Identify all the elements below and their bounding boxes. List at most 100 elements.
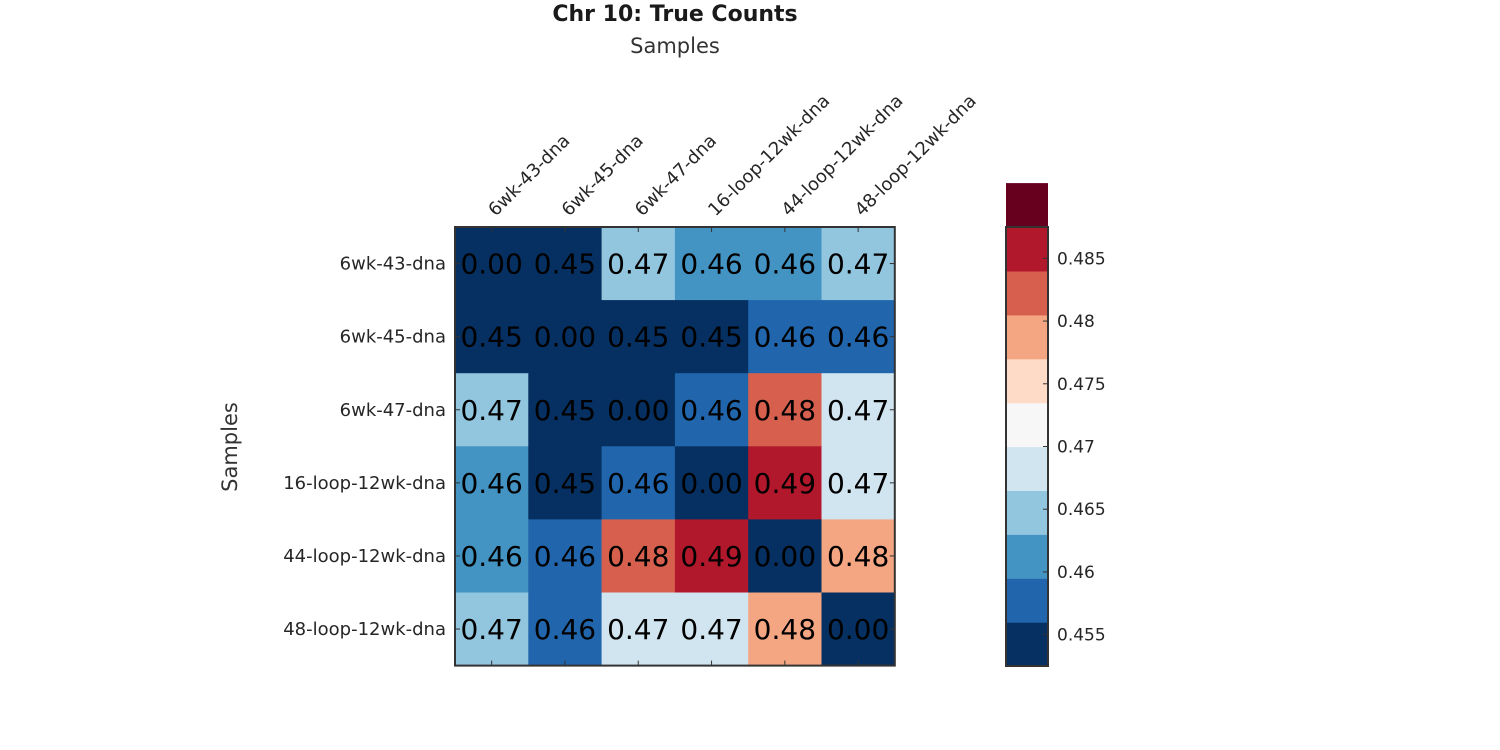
y-tick-label: 44-loop-12wk-dna — [283, 546, 446, 567]
colorbar-segment — [1006, 227, 1048, 272]
colorbar-tick-label: 0.465 — [1057, 500, 1106, 520]
cell-value-label: 0.48 — [754, 613, 816, 646]
heatmap-cell — [601, 592, 676, 667]
x-tick-labels: 6wk-43-dna6wk-45-dna6wk-47-dna16-loop-12… — [484, 91, 980, 221]
y-tick-label: 6wk-47-dna — [340, 400, 446, 421]
cell-value-label: 0.46 — [460, 540, 522, 573]
heatmap-frame — [454, 226, 896, 667]
heatmap-cells: 0.00 0.45 0.47 0.46 0.46 0.47 0.45 0.00 0.45 0.45… — [454, 226, 896, 667]
heatmap-cell — [455, 446, 529, 520]
heatmap-cell — [674, 227, 749, 301]
cell-value-label: 0.00 — [754, 540, 816, 573]
chart-title: Chr 10: True Counts — [552, 2, 797, 27]
cell-value-label: 0.46 — [754, 321, 816, 354]
heatmap-cell — [674, 592, 749, 667]
heatmap-cell — [601, 227, 676, 301]
heatmap-cell — [528, 446, 603, 520]
y-tick-label: 6wk-43-dna — [340, 254, 446, 275]
heatmap-cell — [601, 373, 676, 447]
cell-value-label: 0.47 — [827, 394, 889, 427]
heatmap-cell — [821, 446, 896, 520]
cell-value-label: 0.45 — [534, 394, 596, 427]
x-axis-label: Samples — [630, 34, 720, 58]
heatmap-cell — [674, 373, 749, 447]
heatmap-cell — [528, 519, 603, 594]
cell-value-label: 0.48 — [827, 540, 889, 573]
colorbar-segment — [1006, 446, 1048, 491]
x-tick-label: 16-loop-12wk-dna — [704, 91, 834, 221]
cell-value-label: 0.46 — [607, 467, 669, 500]
cell-value-label: 0.47 — [827, 248, 889, 281]
cell-value-label: 0.47 — [607, 613, 669, 646]
heatmap-cell — [528, 300, 603, 374]
colorbar-tick-label: 0.455 — [1057, 626, 1106, 646]
heatmap-cell — [528, 373, 603, 447]
y-tick-label: 48-loop-12wk-dna — [283, 619, 446, 640]
colorbar-tick-label: 0.48 — [1057, 312, 1095, 332]
heatmap-cell — [748, 300, 823, 374]
colorbar-tick-label: 0.485 — [1057, 249, 1106, 269]
colorbar: 0.455 0.46 0.465 0.47 0.475 0.48 0.485 — [1005, 183, 1106, 667]
cell-value-label: 0.48 — [754, 394, 816, 427]
colorbar-segment — [1006, 183, 1048, 228]
cell-value-label: 0.46 — [460, 467, 522, 500]
cell-value-label: 0.00 — [827, 613, 889, 646]
heatmap-cell — [821, 300, 896, 374]
heatmap-cell — [455, 300, 529, 374]
heatmap-cell — [601, 519, 676, 594]
heatmap-cell — [748, 519, 823, 594]
cell-value-label: 0.45 — [534, 248, 596, 281]
colorbar-segment — [1006, 314, 1048, 360]
cell-value-label: 0.00 — [680, 467, 742, 500]
cell-value-label: 0.46 — [827, 321, 889, 354]
colorbar-tick-label: 0.47 — [1057, 438, 1095, 458]
colorbar-tick-label: 0.46 — [1057, 563, 1095, 583]
y-tick-label: 6wk-45-dna — [340, 327, 446, 348]
heatmap-cell — [748, 446, 823, 520]
cell-value-label: 0.45 — [534, 467, 596, 500]
heatmap-cell — [455, 227, 529, 301]
colorbar-segment — [1006, 490, 1048, 535]
heatmap-cell — [674, 300, 749, 374]
colorbar-segment — [1006, 622, 1048, 667]
cell-value-label: 0.45 — [460, 321, 522, 354]
colorbar-segment — [1006, 270, 1048, 316]
cell-value-label: 0.47 — [607, 248, 669, 281]
cell-value-label: 0.00 — [460, 248, 522, 281]
cell-value-label: 0.46 — [534, 613, 596, 646]
heatmap-cell — [821, 227, 896, 301]
colorbar-segment — [1006, 578, 1048, 623]
cell-value-label: 0.00 — [534, 321, 596, 354]
colorbar-segment — [1006, 402, 1048, 448]
cell-value-label: 0.48 — [607, 540, 669, 573]
heatmap-cell — [674, 446, 749, 520]
heatmap-cell — [601, 446, 676, 520]
cell-value-label: 0.47 — [460, 394, 522, 427]
heatmap-cell — [455, 519, 529, 594]
cell-value-label: 0.45 — [680, 321, 742, 354]
heatmap-cell — [528, 592, 603, 667]
heatmap-cell — [455, 592, 529, 667]
cell-value-label: 0.47 — [827, 467, 889, 500]
cell-value-label: 0.46 — [754, 248, 816, 281]
y-tick-label: 16-loop-12wk-dna — [283, 473, 446, 494]
cell-value-label: 0.49 — [680, 540, 742, 573]
colorbar-segment — [1006, 534, 1048, 579]
heatmap-cell — [674, 519, 749, 594]
x-tick-label: 44-loop-12wk-dna — [778, 91, 908, 221]
heatmap-cell — [821, 519, 896, 594]
cell-value-label: 0.45 — [607, 321, 669, 354]
heatmap-cell — [748, 592, 823, 667]
cell-value-label: 0.00 — [607, 394, 669, 427]
heatmap-cell — [601, 300, 676, 374]
cell-value-label: 0.47 — [460, 613, 522, 646]
cell-value-label: 0.46 — [680, 394, 742, 427]
cell-value-label: 0.49 — [754, 467, 816, 500]
heatmap-cell — [821, 592, 896, 667]
heatmap-cell — [455, 373, 529, 447]
colorbar-segment — [1006, 358, 1048, 404]
heatmap-cell — [821, 373, 896, 447]
cell-value-label: 0.46 — [534, 540, 596, 573]
y-axis-label: Samples — [218, 402, 242, 492]
